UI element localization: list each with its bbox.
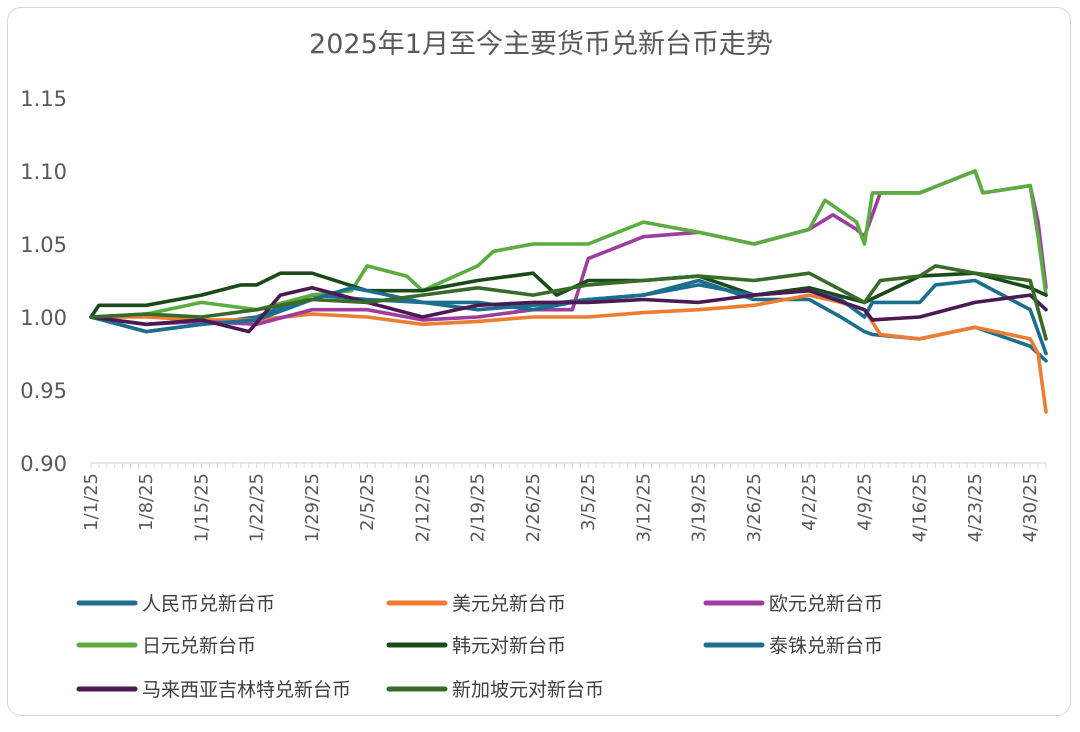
x-tick-label: 4/2/25 [799,473,820,531]
x-tick-label: 2/19/25 [468,473,489,542]
legend-label: 马来西亚吉林特兑新台币 [142,679,351,701]
series-line-5 [89,271,1048,319]
legend-label: 新加坡元对新台币 [452,679,604,701]
y-tick-label: 0.95 [20,379,67,403]
x-tick-label: 4/9/25 [854,473,875,531]
y-tick-label: 0.90 [20,452,67,476]
x-tick-label: 2/26/25 [523,473,544,542]
y-tick-label: 1.05 [20,233,67,257]
legend-label: 欧元兑新台币 [769,593,883,615]
legend-label: 泰铢兑新台币 [769,635,883,657]
x-tick-label: 1/1/25 [81,473,102,531]
series-line-7 [89,286,1048,334]
y-axis: 1.15 1.10 1.05 1.00 0.95 0.90 [20,87,67,476]
legend-label: 日元兑新台币 [142,635,256,657]
x-tick-label: 1/29/25 [302,473,323,542]
series-line-6 [89,278,1048,356]
series-line-4 [89,169,1048,319]
x-tick-label: 1/15/25 [191,473,212,542]
series-line-8 [89,264,1048,341]
x-tick-label: 4/16/25 [910,473,931,542]
x-tick-label: 2/5/25 [357,473,378,531]
x-tick-label: 4/23/25 [965,473,986,542]
x-tick-label: 3/26/25 [744,473,765,542]
x-tick-label: 3/19/25 [689,473,710,542]
chart-title: 2025年1月至今主要货币兑新台币走势 [309,29,773,60]
x-tick-label: 4/30/25 [1020,473,1041,542]
y-tick-label: 1.00 [20,306,67,330]
legend-label: 人民币兑新台币 [142,593,275,615]
y-tick-label: 1.10 [20,160,67,184]
x-tick-label: 2/12/25 [412,473,433,542]
plot-lines [89,169,1048,414]
legend-label: 韩元对新台币 [452,635,566,657]
legend-label: 美元兑新台币 [452,593,566,615]
x-tick-label: 3/5/25 [578,473,599,531]
chart-frame: 2025年1月至今主要货币兑新台币走势 1.15 1.10 1.05 1.00 0.95… [7,7,1071,716]
x-tick-label: 3/12/25 [633,473,654,542]
x-tick-label: 1/22/25 [247,473,268,542]
y-tick-label: 1.15 [20,87,67,111]
x-tick-label: 1/8/25 [136,473,157,531]
chart-svg: 2025年1月至今主要货币兑新台币走势 1.15 1.10 1.05 1.00 0.95… [20,29,1048,701]
x-axis: 1/1/25 1/8/25 1/15/25 1/22/25 1/29/25 2/5/25 2… [81,462,1047,542]
